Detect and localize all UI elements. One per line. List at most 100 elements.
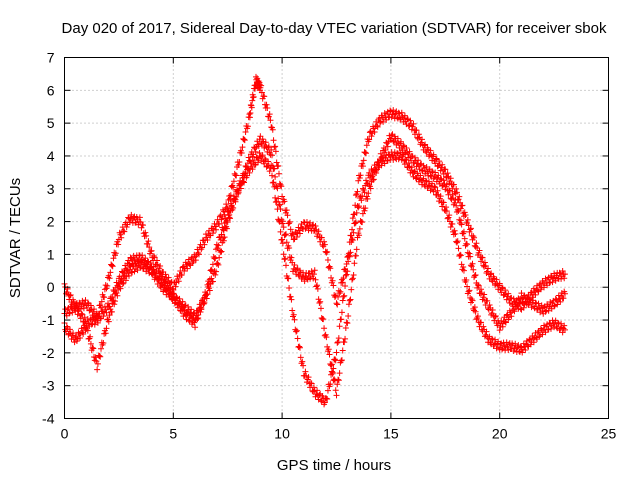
data-point: [203, 290, 210, 297]
data-point: [350, 229, 357, 236]
data-point: [411, 169, 418, 176]
data-point: [453, 239, 460, 246]
data-point: [338, 309, 345, 316]
data-point: [84, 323, 91, 330]
data-point: [378, 162, 385, 169]
data-point: [261, 160, 268, 167]
y-tick-label: 7: [47, 50, 55, 66]
data-point: [161, 282, 168, 289]
data-point: [201, 241, 208, 248]
data-point: [218, 216, 225, 223]
data-point: [178, 303, 185, 310]
x-axis-ticks: 0 5 10 15 20 25: [61, 57, 616, 442]
data-point: [452, 196, 459, 203]
data-point: [333, 392, 340, 399]
data-point: [320, 243, 327, 250]
data-point: [361, 149, 368, 156]
data-point: [338, 276, 345, 283]
data-point: [348, 286, 355, 293]
data-point: [455, 245, 462, 252]
y-tick-label: -1: [42, 312, 55, 328]
data-point: [539, 331, 546, 338]
data-point: [212, 271, 219, 278]
data-point: [374, 159, 381, 166]
data-point: [150, 263, 157, 270]
data-point: [230, 184, 237, 191]
data-point: [308, 380, 315, 387]
data-point: [353, 209, 360, 216]
data-point: [89, 344, 96, 351]
data-point: [439, 203, 446, 210]
data-point: [282, 231, 289, 238]
data-point: [293, 233, 300, 240]
data-point: [185, 303, 192, 310]
data-point: [320, 316, 327, 323]
data-point: [294, 335, 301, 342]
data-point: [492, 336, 499, 343]
data-point: [276, 218, 283, 225]
data-point: [328, 274, 335, 281]
data-point: [457, 251, 464, 258]
data-point: [216, 220, 223, 227]
x-tick-label: 0: [61, 426, 69, 442]
data-point: [291, 262, 298, 269]
data-point: [366, 136, 373, 143]
data-point: [84, 327, 91, 334]
data-point: [429, 168, 436, 175]
data-point: [241, 137, 248, 144]
data-point: [125, 270, 132, 277]
data-point: [480, 323, 487, 330]
data-point: [534, 287, 541, 294]
data-point: [405, 159, 412, 166]
data-point: [90, 345, 97, 352]
data-point: [70, 330, 77, 337]
data-point: [338, 357, 345, 364]
data-point: [267, 117, 274, 124]
data-point: [117, 285, 124, 292]
data-point: [330, 365, 337, 372]
data-point: [336, 370, 343, 377]
y-tick-label: 1: [47, 246, 55, 262]
data-point: [265, 143, 272, 150]
data-point: [144, 261, 151, 268]
data-point: [532, 291, 539, 298]
y-tick-label: 2: [47, 214, 55, 230]
data-point: [476, 247, 483, 254]
data-point: [530, 339, 537, 346]
data-point: [188, 306, 195, 313]
data-point: [239, 144, 246, 151]
data-point: [97, 353, 104, 360]
data-point: [375, 164, 382, 171]
data-point: [323, 334, 330, 341]
data-point: [400, 151, 407, 158]
data-point: [259, 152, 266, 159]
data-point: [356, 203, 363, 210]
data-point: [256, 81, 263, 88]
data-point: [488, 270, 495, 277]
data-point: [200, 301, 207, 308]
data-point: [287, 226, 294, 233]
data-point: [457, 252, 464, 259]
data-point: [230, 193, 237, 200]
data-point: [367, 185, 374, 192]
data-point: [339, 297, 346, 304]
data-point: [318, 315, 325, 322]
x-axis-label: GPS time / hours: [277, 457, 391, 474]
data-point: [332, 357, 339, 364]
data-point: [359, 210, 366, 217]
data-point: [162, 278, 169, 285]
data-point: [384, 143, 391, 150]
data-point: [461, 235, 468, 242]
data-point: [545, 307, 552, 314]
data-point: [277, 181, 284, 188]
data-point: [217, 249, 224, 256]
data-point: [373, 122, 380, 129]
data-point: [80, 331, 87, 338]
data-point: [316, 391, 323, 398]
data-point: [397, 149, 404, 156]
data-point: [287, 293, 294, 300]
data-point: [377, 119, 384, 126]
data-point: [427, 147, 434, 154]
data-point: [94, 319, 101, 326]
data-point: [478, 286, 485, 293]
